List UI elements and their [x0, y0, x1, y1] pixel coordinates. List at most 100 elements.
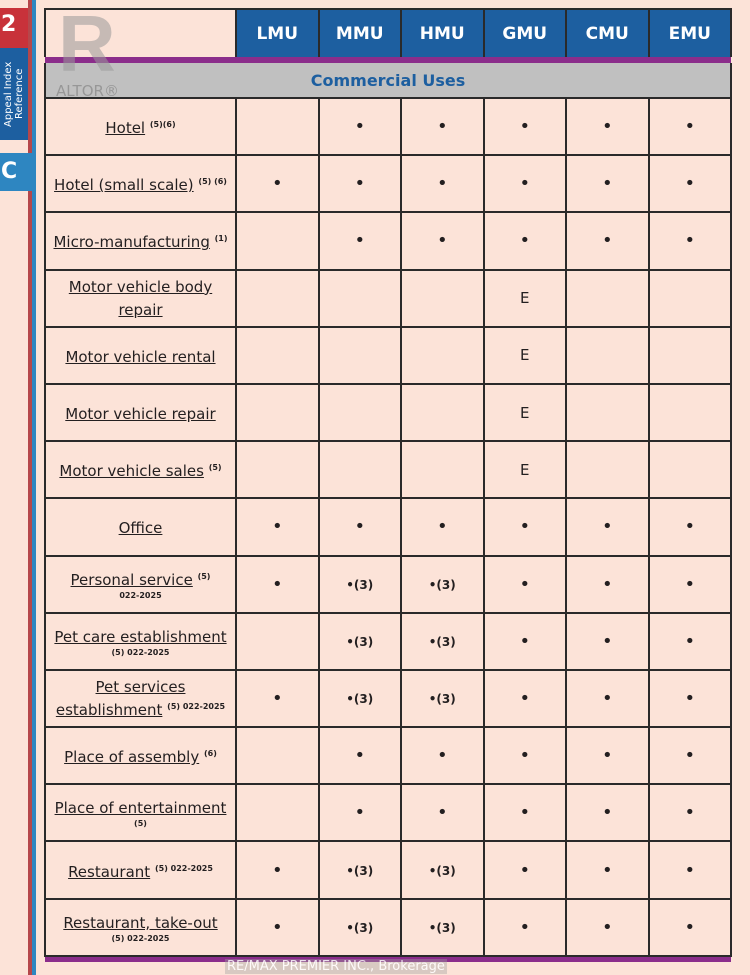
- use-footnote: (5) (6): [198, 177, 227, 187]
- permitted-dot: •: [601, 173, 613, 195]
- permission-cell: •: [565, 668, 650, 729]
- permission-cell: •: [565, 611, 650, 671]
- permission-cell: •: [647, 726, 732, 786]
- table-row: Motor vehicle rental E: [44, 325, 732, 385]
- permission-cell: •: [482, 96, 567, 157]
- permission-cell: [235, 611, 320, 671]
- use-link[interactable]: Motor vehicle repair: [65, 405, 216, 424]
- permitted-dot: •: [519, 916, 531, 938]
- permission-cell: •: [565, 211, 650, 271]
- permission-cell: •: [482, 897, 567, 957]
- permission-cell: •: [317, 497, 402, 557]
- permission-cell: E: [482, 382, 567, 443]
- permission-cell: [647, 268, 732, 328]
- use-link[interactable]: Personal service: [70, 570, 193, 589]
- use-cell: Personal service (5) 022-2025: [44, 554, 237, 614]
- conditional-permitted-dot: •(3): [428, 578, 456, 593]
- permitted-dot: •: [519, 516, 531, 538]
- permission-cell: •(3): [317, 840, 402, 900]
- use-link[interactable]: Motor vehicle sales: [59, 462, 204, 481]
- use-cell: Motor vehicle sales (5): [44, 440, 237, 500]
- use-footnote: (5)(6): [149, 120, 176, 130]
- conditional-permitted-dot: •(3): [428, 635, 456, 650]
- use-cell: Pet services establishment (5) 022-2025: [44, 668, 237, 729]
- permission-cell: [647, 382, 732, 443]
- permitted-dot: •: [601, 859, 613, 881]
- conditional-permitted-dot: •(3): [428, 921, 456, 936]
- permission-cell: •: [647, 96, 732, 157]
- permission-value: E: [520, 403, 530, 422]
- permission-cell: •(3): [317, 668, 402, 729]
- use-link[interactable]: Hotel (small scale): [54, 176, 194, 195]
- use-link[interactable]: Motor vehicle body repair: [68, 277, 213, 319]
- permission-cell: •: [647, 497, 732, 557]
- use-link[interactable]: Pet care establishment: [54, 627, 227, 646]
- permitted-dot: •: [354, 516, 366, 538]
- table-row: Office • • • • • •: [44, 497, 732, 557]
- permitted-dot: •: [436, 516, 448, 538]
- permitted-dot: •: [684, 230, 696, 252]
- permitted-dot: •: [684, 802, 696, 824]
- use-link[interactable]: Office: [118, 519, 163, 538]
- use-link[interactable]: Place of entertainment: [54, 799, 227, 818]
- permission-cell: •: [317, 783, 402, 843]
- permission-cell: •: [565, 783, 650, 843]
- table-row: Hotel (5)(6) • • • • •: [44, 96, 732, 157]
- permission-cell: [235, 211, 320, 271]
- use-link[interactable]: Place of assembly: [64, 748, 200, 767]
- permitted-dot: •: [271, 859, 283, 881]
- brokerage-watermark: RE/MAX PREMIER INC., Brokerage: [225, 959, 447, 974]
- permission-cell: •: [235, 897, 320, 957]
- permission-cell: [400, 440, 485, 500]
- permitted-dot: •: [354, 745, 366, 767]
- permitted-dot: •: [519, 859, 531, 881]
- permission-cell: •: [482, 611, 567, 671]
- table-row: Hotel (small scale) (5) (6) • • • • • •: [44, 154, 732, 214]
- permission-value: E: [520, 346, 530, 365]
- conditional-permitted-dot: •(3): [428, 692, 456, 707]
- table-row: Place of entertainment (5) • • • • •: [44, 783, 732, 843]
- appeal-index-reference-tab[interactable]: Appeal Index Reference: [0, 48, 28, 140]
- permission-value: E: [520, 289, 530, 308]
- permitted-dot: •: [684, 573, 696, 595]
- table-row: Motor vehicle body repair E: [44, 268, 732, 328]
- permission-cell: •: [235, 154, 320, 214]
- permission-cell: •: [647, 783, 732, 843]
- permitted-dot: •: [684, 630, 696, 652]
- permission-cell: •: [647, 897, 732, 957]
- use-link[interactable]: Hotel: [105, 119, 146, 138]
- permission-cell: •: [647, 840, 732, 900]
- permitted-dot: •: [354, 173, 366, 195]
- permission-cell: •: [400, 96, 485, 157]
- realtor-logo-watermark: R ALTOR®: [56, 0, 119, 101]
- use-footnote: (5): [208, 463, 222, 473]
- use-link[interactable]: Restaurant: [68, 862, 151, 881]
- permission-cell: •: [317, 154, 402, 214]
- permission-cell: •: [317, 96, 402, 157]
- use-link[interactable]: Restaurant, take-out: [63, 913, 218, 932]
- permission-cell: •: [482, 840, 567, 900]
- permitted-dot: •: [601, 687, 613, 709]
- table-row: Pet services establishment (5) 022-2025 •…: [44, 668, 732, 729]
- permission-cell: [565, 325, 650, 385]
- use-link[interactable]: Micro-manufacturing: [53, 233, 210, 252]
- use-cell: Micro-manufacturing (1): [44, 211, 237, 271]
- use-link[interactable]: Pet services establishment: [55, 677, 186, 719]
- use-link[interactable]: Motor vehicle rental: [65, 347, 216, 366]
- section-letter-tab[interactable]: C: [0, 153, 34, 191]
- permitted-dot: •: [601, 916, 613, 938]
- permission-cell: •: [482, 497, 567, 557]
- permission-cell: •(3): [400, 668, 485, 729]
- permission-cell: [400, 268, 485, 328]
- blue-edge-strip: [32, 0, 36, 975]
- conditional-permitted-dot: •(3): [346, 921, 374, 936]
- use-cell: Hotel (small scale) (5) (6): [44, 154, 237, 214]
- permission-cell: •(3): [400, 611, 485, 671]
- table-row: Restaurant, take-out (5) 022-2025 • •(3) •(…: [44, 897, 732, 957]
- column-header: LMU: [235, 8, 320, 57]
- permitted-dot: •: [354, 802, 366, 824]
- permission-cell: [565, 268, 650, 328]
- permission-cell: •(3): [317, 897, 402, 957]
- use-cell: Office: [44, 497, 237, 557]
- purple-divider: [45, 955, 731, 962]
